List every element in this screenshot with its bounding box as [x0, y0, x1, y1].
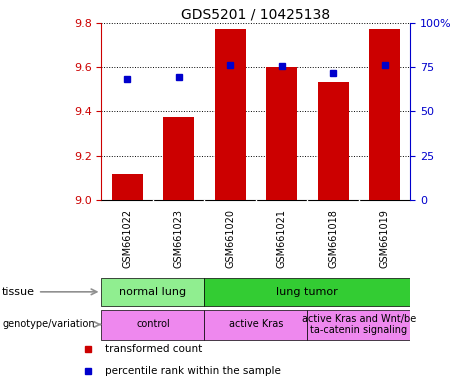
Text: normal lung: normal lung — [119, 287, 186, 297]
Bar — [112, 174, 142, 200]
Title: GDS5201 / 10425138: GDS5201 / 10425138 — [181, 8, 331, 22]
Text: active Kras and Wnt/be
ta-catenin signaling: active Kras and Wnt/be ta-catenin signal… — [301, 314, 416, 335]
Text: GSM661022: GSM661022 — [122, 209, 132, 268]
Text: transformed count: transformed count — [105, 344, 202, 354]
Bar — [369, 28, 400, 200]
Bar — [101, 278, 204, 306]
Bar — [215, 28, 246, 200]
Bar — [266, 67, 297, 200]
Text: GSM661018: GSM661018 — [328, 209, 338, 268]
Bar — [163, 117, 194, 200]
Text: GSM661023: GSM661023 — [174, 209, 183, 268]
Text: GSM661020: GSM661020 — [225, 209, 235, 268]
Text: percentile rank within the sample: percentile rank within the sample — [105, 366, 281, 376]
Text: genotype/variation: genotype/variation — [2, 319, 100, 329]
Text: active Kras: active Kras — [229, 319, 283, 329]
Bar — [204, 278, 410, 306]
Text: GSM661021: GSM661021 — [277, 209, 287, 268]
Bar — [101, 310, 204, 340]
Bar — [204, 310, 307, 340]
Text: lung tumor: lung tumor — [277, 287, 338, 297]
Text: control: control — [136, 319, 170, 329]
Text: tissue: tissue — [2, 287, 97, 297]
Text: GSM661019: GSM661019 — [379, 209, 390, 268]
Bar — [318, 81, 349, 200]
Bar — [307, 310, 410, 340]
